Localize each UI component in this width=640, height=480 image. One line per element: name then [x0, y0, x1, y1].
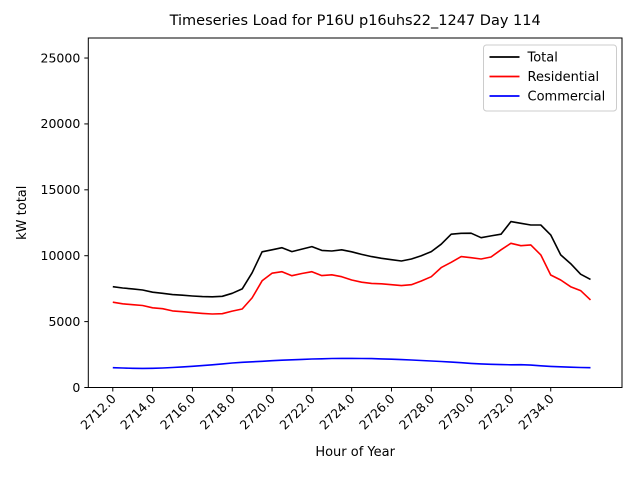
- x-axis-label: Hour of Year: [315, 445, 395, 460]
- x-tick-label: 2718.0: [197, 391, 239, 433]
- x-tick-label: 2720.0: [237, 391, 279, 433]
- chart-title: Timeseries Load for P16U p16uhs22_1247 D…: [169, 13, 541, 29]
- x-tick-label: 2716.0: [157, 391, 199, 433]
- legend-box: [483, 44, 617, 112]
- x-tick-label: 2724.0: [316, 391, 358, 433]
- x-tick-label: 2722.0: [276, 391, 318, 433]
- y-tick-label: 5000: [48, 314, 80, 329]
- x-tick-label: 2732.0: [475, 391, 517, 433]
- series-line-residential: [112, 242, 592, 315]
- y-tick-label: 0: [72, 380, 80, 395]
- x-tick-label: 2726.0: [356, 391, 398, 433]
- x-tick-label: 2734.0: [515, 391, 557, 433]
- y-tick-label: 20000: [41, 116, 81, 131]
- y-tick-label: 15000: [41, 182, 81, 197]
- y-tick-label: 25000: [41, 50, 81, 65]
- series-line-commercial: [112, 357, 591, 370]
- legend-label-commercial: Commercial: [528, 90, 606, 105]
- legend-label-total: Total: [527, 51, 558, 66]
- x-tick-label: 2728.0: [396, 391, 438, 433]
- y-axis-label: kW total: [15, 186, 30, 240]
- x-tick-label: 2714.0: [117, 391, 159, 433]
- x-tick-label: 2712.0: [77, 391, 119, 433]
- legend-label-residential: Residential: [528, 70, 600, 85]
- series-line-total: [112, 220, 591, 298]
- y-tick-label: 10000: [41, 248, 81, 263]
- x-tick-label: 2730.0: [436, 391, 478, 433]
